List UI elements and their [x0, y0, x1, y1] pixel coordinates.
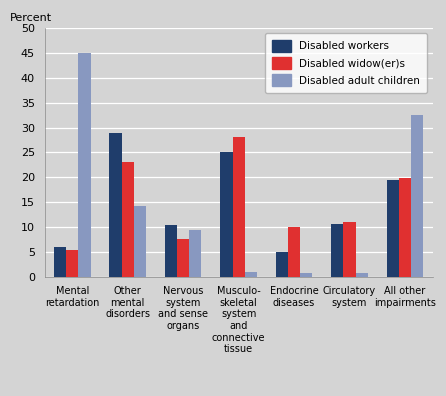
Bar	[177, 239, 189, 277]
Bar	[300, 273, 312, 277]
Bar	[78, 53, 91, 277]
Text: Percent: Percent	[10, 13, 52, 23]
Bar	[387, 180, 399, 277]
Bar	[189, 230, 202, 277]
Bar	[232, 137, 245, 277]
Bar	[220, 152, 232, 277]
Bar	[165, 225, 177, 277]
Legend: Disabled workers, Disabled widow(er)s, Disabled adult children: Disabled workers, Disabled widow(er)s, D…	[265, 33, 427, 93]
Bar	[276, 252, 288, 277]
Bar	[54, 247, 66, 277]
Bar	[331, 224, 343, 277]
Bar	[343, 222, 355, 277]
Bar	[134, 206, 146, 277]
Bar	[399, 179, 411, 277]
Bar	[355, 273, 368, 277]
Bar	[66, 250, 78, 277]
Bar	[109, 133, 122, 277]
Bar	[122, 162, 134, 277]
Bar	[288, 227, 300, 277]
Bar	[245, 272, 257, 277]
Bar	[411, 115, 423, 277]
